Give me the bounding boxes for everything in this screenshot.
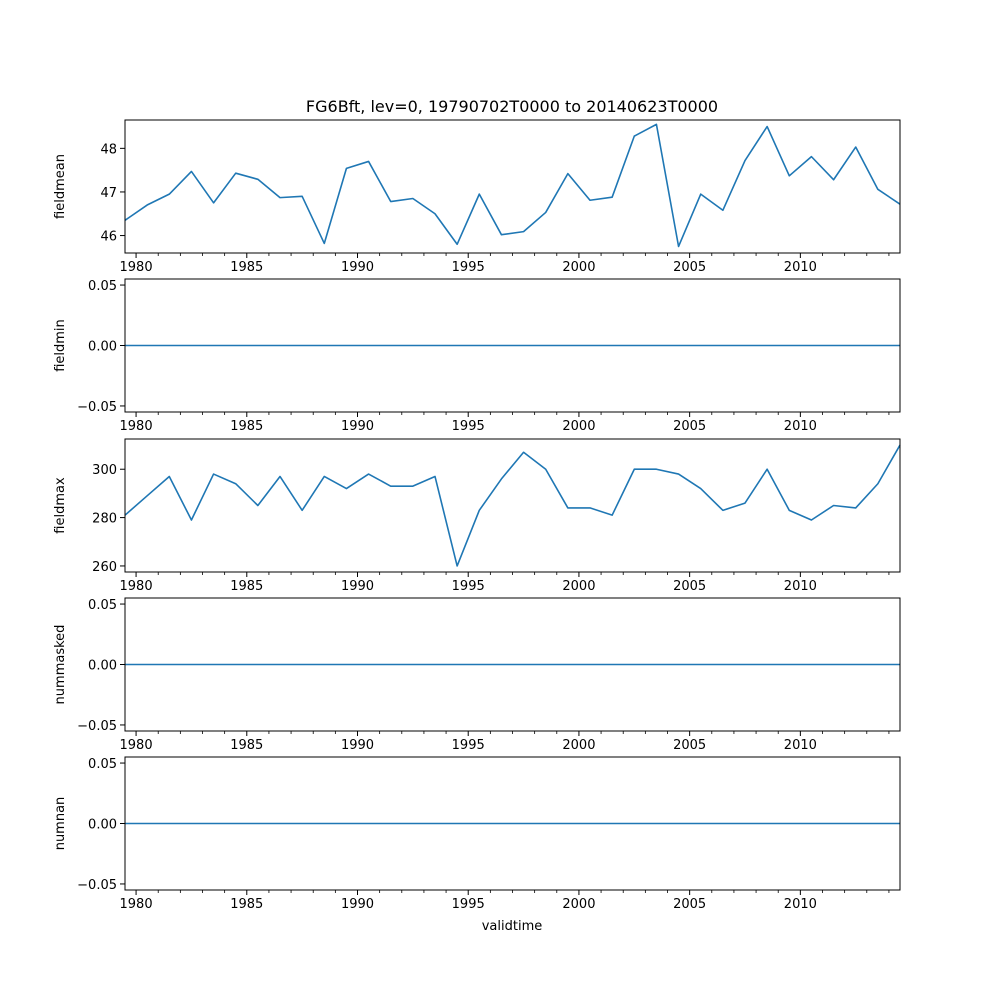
x-tick-label: 1990 (341, 738, 374, 753)
x-tick-label: 2005 (673, 260, 706, 275)
x-tick-label: 2005 (673, 419, 706, 434)
x-tick-label: 2010 (784, 738, 817, 753)
x-tick-label: 1985 (230, 897, 263, 912)
x-tick-label: 1980 (120, 897, 153, 912)
y-tick-label: 48 (100, 142, 117, 157)
x-tick-label: 2005 (673, 897, 706, 912)
y-tick-label: −0.05 (77, 878, 117, 893)
x-axis-label: validtime (482, 919, 543, 934)
y-tick-label: 260 (92, 560, 117, 575)
y-tick-label: −0.05 (77, 400, 117, 415)
y-axis-label-numnan: numnan (53, 797, 68, 851)
y-tick-label: 0.00 (88, 340, 117, 355)
y-tick-label: 0.00 (88, 659, 117, 674)
x-tick-label: 1980 (120, 260, 153, 275)
panel-nummasked: 1980 1985 1990 1995 2000 2005 2010 0.05 0.00 −0.0… (53, 597, 901, 753)
y-tick-label: 280 (92, 512, 117, 527)
x-tick-label: 2005 (673, 738, 706, 753)
x-tick-label: 1980 (120, 579, 153, 594)
x-tick-label: 2000 (562, 419, 595, 434)
x-tick-label: 1990 (341, 419, 374, 434)
y-axis-label-fieldmean: fieldmean (53, 154, 68, 219)
x-tick-label: 1985 (230, 579, 263, 594)
x-tick-label: 1985 (230, 738, 263, 753)
x-tick-label: 2010 (784, 419, 817, 434)
y-tick-label: −0.05 (77, 719, 117, 734)
x-tick-label: 1995 (452, 260, 485, 275)
y-tick-label: 0.05 (88, 598, 117, 613)
series-line-fieldmean (124, 123, 901, 248)
y-axis-label-nummasked: nummasked (53, 625, 68, 705)
x-tick-label: 2000 (562, 738, 595, 753)
series-line-fieldmax (124, 444, 901, 567)
x-tick-label: 2010 (784, 579, 817, 594)
x-tick-label: 1985 (230, 260, 263, 275)
y-tick-label: 46 (100, 230, 117, 245)
chart-title: FG6Bft, lev=0, 19790702T0000 to 20140623… (306, 97, 718, 116)
panel-numnan: 1980 1985 1990 1995 2000 2005 2010 0.05 0.00 −0.0… (53, 756, 901, 912)
panel-fieldmax: 1980 1985 1990 1995 2000 2005 2010 300 280 260 fie… (53, 438, 901, 594)
x-tick-label: 2000 (562, 897, 595, 912)
x-tick-label: 1995 (452, 897, 485, 912)
x-tick-label: 1995 (452, 579, 485, 594)
x-tick-label: 1995 (452, 738, 485, 753)
y-axis-label-fieldmin: fieldmin (53, 319, 68, 372)
x-tick-label: 2010 (784, 260, 817, 275)
panel-fieldmin: 1980 1985 1990 1995 2000 2005 2010 0.05 0.00 −0.0… (53, 278, 901, 434)
panel-fieldmean: 1980 1985 1990 1995 2000 2005 2010 46 47 48 fieldm… (53, 119, 901, 275)
x-tick-label: 1980 (120, 419, 153, 434)
x-tick-label: 1985 (230, 419, 263, 434)
chart-panels: 1980 1985 1990 1995 2000 2005 2010 46 47 48 fieldm… (53, 119, 901, 912)
y-tick-label: 0.05 (88, 757, 117, 772)
x-tick-label: 2000 (562, 260, 595, 275)
x-tick-label: 2005 (673, 579, 706, 594)
y-tick-label: 300 (92, 463, 117, 478)
x-tick-label: 2010 (784, 897, 817, 912)
x-tick-label: 1990 (341, 260, 374, 275)
x-tick-label: 1990 (341, 897, 374, 912)
y-tick-label: 0.00 (88, 818, 117, 833)
y-tick-label: 47 (100, 186, 117, 201)
x-tick-label: 2000 (562, 579, 595, 594)
x-tick-label: 1980 (120, 738, 153, 753)
x-tick-label: 1995 (452, 419, 485, 434)
y-axis-label-fieldmax: fieldmax (53, 477, 68, 534)
x-tick-label: 1990 (341, 579, 374, 594)
y-tick-label: 0.05 (88, 279, 117, 294)
